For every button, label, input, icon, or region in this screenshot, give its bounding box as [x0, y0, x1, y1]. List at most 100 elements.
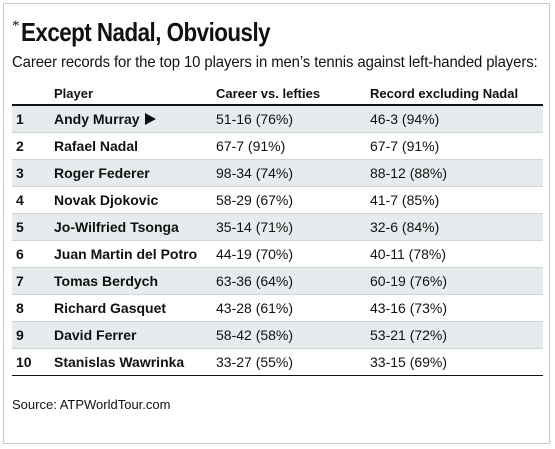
player-cell-text: Rafael Nadal [54, 138, 139, 154]
source-note: Source: ATPWorldTour.com [12, 397, 171, 412]
table-row: 9 David Ferrer 58-42 (58%) 53-21 (72%) [12, 321, 543, 349]
rank-cell-text: 5 [16, 219, 24, 235]
career-record-cell: 67-7 (91%) [216, 132, 370, 160]
excluding-nadal-cell-text: 41-7 (85%) [370, 192, 440, 208]
excluding-nadal-cell: 40-11 (78%) [370, 240, 543, 268]
chart-subtitle: Career records for the top 10 players in… [12, 54, 538, 71]
column-header-player: Player [54, 82, 216, 106]
career-record-cell-text: 51-16 (76%) [216, 111, 294, 127]
player-cell: Rafael Nadal [54, 132, 216, 160]
career-record-cell: 98-34 (74%) [216, 159, 370, 187]
player-cell-text: Andy Murray [54, 111, 140, 127]
player-cell: Stanislas Wawrinka [54, 348, 216, 376]
rank-cell: 8 [12, 294, 54, 322]
rank-cell-text: 8 [16, 300, 24, 316]
player-cell-text: Jo-Wilfried Tsonga [54, 219, 179, 235]
player-cell: Tomas Berdych [54, 267, 216, 295]
excluding-nadal-cell-text: 67-7 (91%) [370, 138, 440, 154]
career-record-cell: 58-42 (58%) [216, 321, 370, 349]
rank-cell-text: 3 [16, 165, 24, 181]
rank-cell: 6 [12, 240, 54, 268]
excluding-nadal-cell-text: 88-12 (88%) [370, 165, 448, 181]
career-record-cell: 43-28 (61%) [216, 294, 370, 322]
player-cell: David Ferrer [54, 321, 216, 349]
career-record-cell-text: 43-28 (61%) [216, 300, 294, 316]
excluding-nadal-cell-text: 32-6 (84%) [370, 219, 440, 235]
rank-cell: 9 [12, 321, 54, 349]
excluding-nadal-cell: 43-16 (73%) [370, 294, 543, 322]
excluding-nadal-cell-text: 46-3 (94%) [370, 111, 440, 127]
rank-cell: 1 [12, 105, 54, 133]
excluding-nadal-cell-text: 43-16 (73%) [370, 300, 448, 316]
player-cell-text: David Ferrer [54, 327, 137, 343]
rank-cell-text: 9 [16, 327, 24, 343]
player-cell: Jo-Wilfried Tsonga [54, 213, 216, 241]
chart-title: Except Nadal, Obviously [20, 17, 271, 47]
player-cell: Juan Martin del Potro [54, 240, 216, 268]
table-row: 10 Stanislas Wawrinka 33-27 (55%) 33-15 (69… [12, 348, 543, 376]
player-cell: Andy Murray [54, 105, 216, 133]
career-record-cell-text: 35-14 (71%) [216, 219, 294, 235]
career-record-cell-text: 63-36 (64%) [216, 273, 294, 289]
excluding-nadal-cell-text: 40-11 (78%) [370, 246, 447, 262]
table-body: 1 Andy Murray 51-16 (76%) 46-3 (94%) 2 Rafael… [12, 105, 543, 376]
career-record-cell-text: 58-42 (58%) [216, 327, 294, 343]
player-cell-text: Richard Gasquet [54, 300, 167, 316]
excluding-nadal-cell: 46-3 (94%) [370, 105, 543, 133]
title-asterisk: * [12, 18, 20, 34]
player-cell-text: Roger Federer [54, 165, 150, 181]
career-record-cell-text: 98-34 (74%) [216, 165, 294, 181]
excluding-nadal-cell: 88-12 (88%) [370, 159, 543, 187]
table-row: 5 Jo-Wilfried Tsonga 35-14 (71%) 32-6 (84%) [12, 213, 543, 241]
rank-cell: 10 [12, 348, 54, 376]
excluding-nadal-cell: 53-21 (72%) [370, 321, 543, 349]
excluding-nadal-cell-text: 33-15 (69%) [370, 354, 448, 370]
rank-cell: 4 [12, 186, 54, 214]
table-row: 6 Juan Martin del Potro 44-19 (70%) 40-11 (… [12, 240, 543, 268]
rank-cell-text: 10 [16, 354, 32, 370]
rank-cell: 7 [12, 267, 54, 295]
career-record-cell-text: 44-19 (70%) [216, 246, 294, 262]
title-block: *Except Nadal, Obviously [12, 17, 310, 48]
player-cell: Novak Djokovic [54, 186, 216, 214]
career-record-cell: 35-14 (71%) [216, 213, 370, 241]
excluding-nadal-cell: 67-7 (91%) [370, 132, 543, 160]
rank-cell-text: 1 [16, 111, 24, 127]
career-record-cell: 63-36 (64%) [216, 267, 370, 295]
excluding-nadal-cell: 32-6 (84%) [370, 213, 543, 241]
rank-cell: 3 [12, 159, 54, 187]
rank-cell: 2 [12, 132, 54, 160]
table-row: 7 Tomas Berdych 63-36 (64%) 60-19 (76%) [12, 267, 543, 295]
column-header-rank [12, 82, 54, 106]
column-header-career: Career vs. lefties [216, 82, 370, 106]
rank-cell-text: 7 [16, 273, 24, 289]
player-cell-text: Stanislas Wawrinka [54, 354, 185, 370]
excluding-nadal-cell-text: 53-21 (72%) [370, 327, 448, 343]
career-record-cell: 33-27 (55%) [216, 348, 370, 376]
records-table: Player Career vs. lefties Record excludi… [12, 82, 543, 376]
player-cell-text: Juan Martin del Potro [54, 246, 198, 262]
career-record-cell: 44-19 (70%) [216, 240, 370, 268]
rank-cell: 5 [12, 213, 54, 241]
player-cell-text: Novak Djokovic [54, 192, 159, 208]
player-cell: Richard Gasquet [54, 294, 216, 322]
table-row: 1 Andy Murray 51-16 (76%) 46-3 (94%) [12, 105, 543, 133]
career-record-cell: 58-29 (67%) [216, 186, 370, 214]
table-row: 3 Roger Federer 98-34 (74%) 88-12 (88%) [12, 159, 543, 187]
table-row: 8 Richard Gasquet 43-28 (61%) 43-16 (73%) [12, 294, 543, 322]
player-cell: Roger Federer [54, 159, 216, 187]
career-record-cell-text: 67-7 (91%) [216, 138, 286, 154]
career-record-cell-text: 58-29 (67%) [216, 192, 294, 208]
column-header-excluding-nadal: Record excluding Nadal [370, 82, 543, 106]
rank-cell-text: 2 [16, 138, 24, 154]
header-row: Player Career vs. lefties Record excludi… [12, 82, 543, 106]
excluding-nadal-cell: 41-7 (85%) [370, 186, 543, 214]
player-cell-text: Tomas Berdych [54, 273, 158, 289]
excluding-nadal-cell: 33-15 (69%) [370, 348, 543, 376]
career-record-cell: 51-16 (76%) [216, 105, 370, 133]
excluding-nadal-cell: 60-19 (76%) [370, 267, 543, 295]
career-record-cell-text: 33-27 (55%) [216, 354, 294, 370]
arrow-right-icon [144, 113, 156, 125]
chart-frame [3, 3, 550, 444]
rank-cell-text: 4 [16, 192, 24, 208]
